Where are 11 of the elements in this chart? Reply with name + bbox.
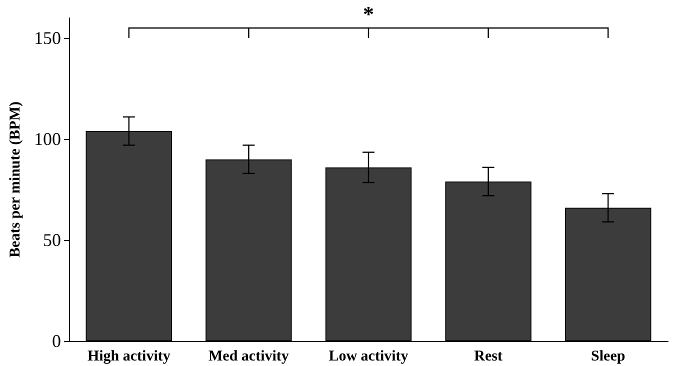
x-tick-label: Sleep (591, 348, 626, 364)
y-axis-title: Beats per minute (BPM) (8, 102, 24, 258)
annotation: * (363, 2, 374, 26)
x-tick-label: Rest (474, 348, 502, 364)
y-tick-label: 100 (34, 129, 61, 150)
x-tick-label: Low activity (328, 348, 409, 364)
y-tick-label: 150 (34, 28, 61, 48)
x-tick-label: High activity (87, 348, 171, 364)
y-tick-label: 0 (52, 331, 61, 351)
x-tick-label: Med activity (208, 348, 290, 364)
y-tick-label: 50 (43, 230, 61, 250)
